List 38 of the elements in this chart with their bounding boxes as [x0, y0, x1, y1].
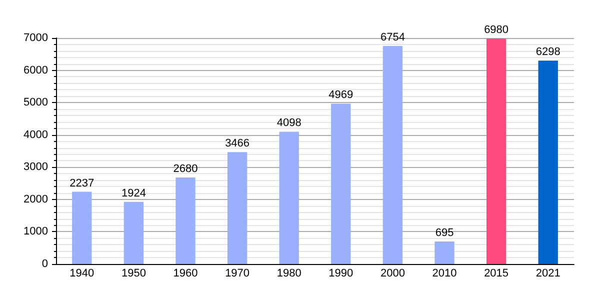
data-label: 6298 [536, 46, 560, 58]
bar [434, 242, 454, 264]
y-tick-label: 1000 [24, 226, 48, 238]
x-tick-label: 1960 [173, 268, 198, 280]
bar [382, 46, 403, 264]
data-label: 3466 [225, 138, 250, 150]
x-tick-label: 1940 [70, 268, 94, 280]
x-tick-label: 2021 [536, 268, 560, 280]
data-label: 6754 [380, 31, 405, 44]
data-label: 2680 [173, 162, 198, 175]
x-tick-label: 2000 [380, 268, 405, 280]
x-tick-label: 1990 [328, 268, 354, 280]
x-tick-label: 1950 [121, 268, 146, 280]
x-tick-label: 2010 [432, 268, 457, 280]
y-tick-label: 5000 [24, 96, 48, 109]
data-label: 6980 [484, 24, 509, 36]
x-tick-label: 1980 [276, 268, 302, 280]
bar [176, 177, 196, 264]
bar [72, 192, 92, 264]
y-tick-label: 0 [42, 258, 48, 270]
x-tick-label: 1970 [225, 268, 250, 280]
data-label: 1924 [121, 187, 146, 200]
x-tick-label: 2015 [484, 268, 509, 280]
data-label: 4969 [328, 89, 354, 102]
bar [124, 202, 144, 264]
y-tick-label: 4000 [24, 128, 48, 141]
y-tick-label: 3000 [24, 161, 48, 174]
y-tick-label: 2000 [24, 193, 48, 206]
bar [227, 152, 248, 264]
data-label: 2237 [70, 177, 94, 190]
bar [538, 60, 558, 264]
data-label: 4098 [276, 117, 302, 130]
bar [331, 104, 351, 264]
data-label: 695 [435, 227, 454, 240]
bar [486, 38, 506, 264]
bar [279, 132, 299, 264]
y-tick-label: 6000 [24, 64, 48, 76]
y-tick-label: 7000 [24, 32, 48, 44]
